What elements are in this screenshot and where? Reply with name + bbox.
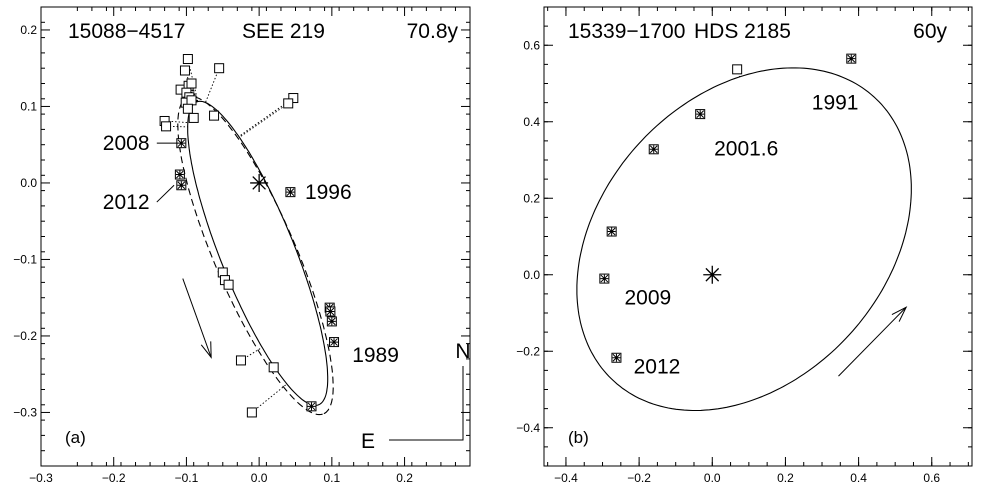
x-tick-label: 0.6 xyxy=(923,471,940,485)
x-tick-label: −0.2 xyxy=(102,471,126,485)
speckle-observation-mark xyxy=(608,228,616,236)
visual-observation-point xyxy=(183,55,192,64)
visual-observation-point xyxy=(162,122,171,131)
motion-arrow-shaft xyxy=(183,279,211,358)
orbit-dashed xyxy=(178,97,333,415)
visual-observation-point xyxy=(210,111,219,120)
epoch-label: 2012 xyxy=(634,356,681,379)
panel-header-2: 60y xyxy=(913,20,947,43)
residual-line xyxy=(239,103,288,137)
panel-header-0: 15339−1700 xyxy=(568,20,685,43)
x-tick-label: 0.4 xyxy=(850,471,867,485)
panel-a: −0.3 −0.2 −0.1 0.0 0.1 0.2 −0.3 −0.2 −0.1 0.0 0.1 0… xyxy=(13,7,470,485)
speckle-observation-mark xyxy=(696,110,704,118)
y-tick-label: 0.2 xyxy=(523,191,540,205)
y-tick-label: 0.0 xyxy=(20,176,37,190)
speckle-observation-mark xyxy=(176,171,184,179)
residual-line xyxy=(252,384,287,412)
primary-star-marker xyxy=(250,174,268,192)
y-tick-label: 0.2 xyxy=(20,23,37,37)
panel-header-1: HDS 2185 xyxy=(694,20,791,43)
visual-observation-point xyxy=(183,104,192,113)
y-tick-label: −0.4 xyxy=(516,421,540,435)
x-tick-label: 0.2 xyxy=(777,471,794,485)
x-tick-label: 0.2 xyxy=(396,471,413,485)
visual-observation-point xyxy=(187,96,196,105)
visual-observation-point xyxy=(284,99,293,108)
speckle-observation-mark xyxy=(600,275,608,283)
x-tick-label: −0.3 xyxy=(29,471,53,485)
compass-lines xyxy=(389,366,463,440)
speckle-observation-mark xyxy=(177,181,185,189)
x-tick-label: −0.1 xyxy=(175,471,199,485)
epoch-label: 1989 xyxy=(352,344,399,367)
compass-north-label: N xyxy=(455,340,470,363)
y-tick-label: −0.2 xyxy=(13,329,37,343)
speckle-observation-mark xyxy=(847,55,855,63)
y-tick-label: 0.1 xyxy=(20,99,37,113)
speckle-observation-mark xyxy=(307,402,315,410)
x-tick-label: 0.1 xyxy=(324,471,341,485)
panel-header-1: SEE 219 xyxy=(242,20,325,43)
orbit-solid xyxy=(188,101,328,405)
visual-observation-point xyxy=(733,65,742,74)
epoch-label: 1996 xyxy=(305,181,352,204)
motion-arrow-shaft xyxy=(838,307,906,376)
panel-b: −0.4 −0.2 0.0 0.2 0.4 0.6 −0.4 −0.2 0.0 0.2 0.4 0.6… xyxy=(516,7,972,485)
epoch-label: 2009 xyxy=(624,287,671,310)
x-tick-label: 0.0 xyxy=(704,471,721,485)
y-tick-label: −0.1 xyxy=(13,252,37,266)
epoch-label: 1991 xyxy=(812,92,859,115)
y-tick-label: −0.3 xyxy=(13,405,37,419)
speckle-observation-mark xyxy=(612,354,620,362)
visual-observation-point xyxy=(180,66,189,75)
speckle-observation-mark xyxy=(177,139,185,147)
epoch-label: 2001.6 xyxy=(714,138,778,161)
speckle-observation-mark xyxy=(286,188,294,196)
visual-observation-point xyxy=(269,363,278,372)
orbit-solid xyxy=(577,68,911,411)
x-tick-label: 0.0 xyxy=(251,471,268,485)
visual-observation-point xyxy=(189,113,198,122)
panel-header-0: 15088−4517 xyxy=(68,20,185,43)
panel-label: (b) xyxy=(568,428,589,447)
epoch-leader-line xyxy=(157,185,174,202)
y-tick-label: −0.2 xyxy=(516,344,540,358)
panel-header-2: 70.8y xyxy=(407,20,459,43)
panel-label: (a) xyxy=(65,428,86,447)
visual-observation-point xyxy=(187,79,196,88)
visual-observation-point xyxy=(224,280,233,289)
speckle-observation-mark xyxy=(326,307,334,315)
x-tick-label: −0.4 xyxy=(554,471,578,485)
y-tick-label: 0.6 xyxy=(523,38,540,52)
y-tick-label: 0.0 xyxy=(523,268,540,282)
y-tick-label: 0.4 xyxy=(523,115,540,129)
visual-observation-point xyxy=(215,64,224,73)
speckle-observation-mark xyxy=(330,338,338,346)
residual-line xyxy=(206,68,220,102)
epoch-label: 2012 xyxy=(103,191,150,214)
speckle-observation-mark xyxy=(328,317,336,325)
compass-east-label: E xyxy=(361,430,375,453)
speckle-observation-mark xyxy=(650,145,658,153)
primary-star-marker xyxy=(703,266,721,284)
plot-frame xyxy=(41,7,470,466)
visual-observation-point xyxy=(247,408,256,417)
x-tick-label: −0.2 xyxy=(627,471,651,485)
visual-observation-point xyxy=(236,356,245,365)
epoch-label: 2008 xyxy=(103,132,150,155)
